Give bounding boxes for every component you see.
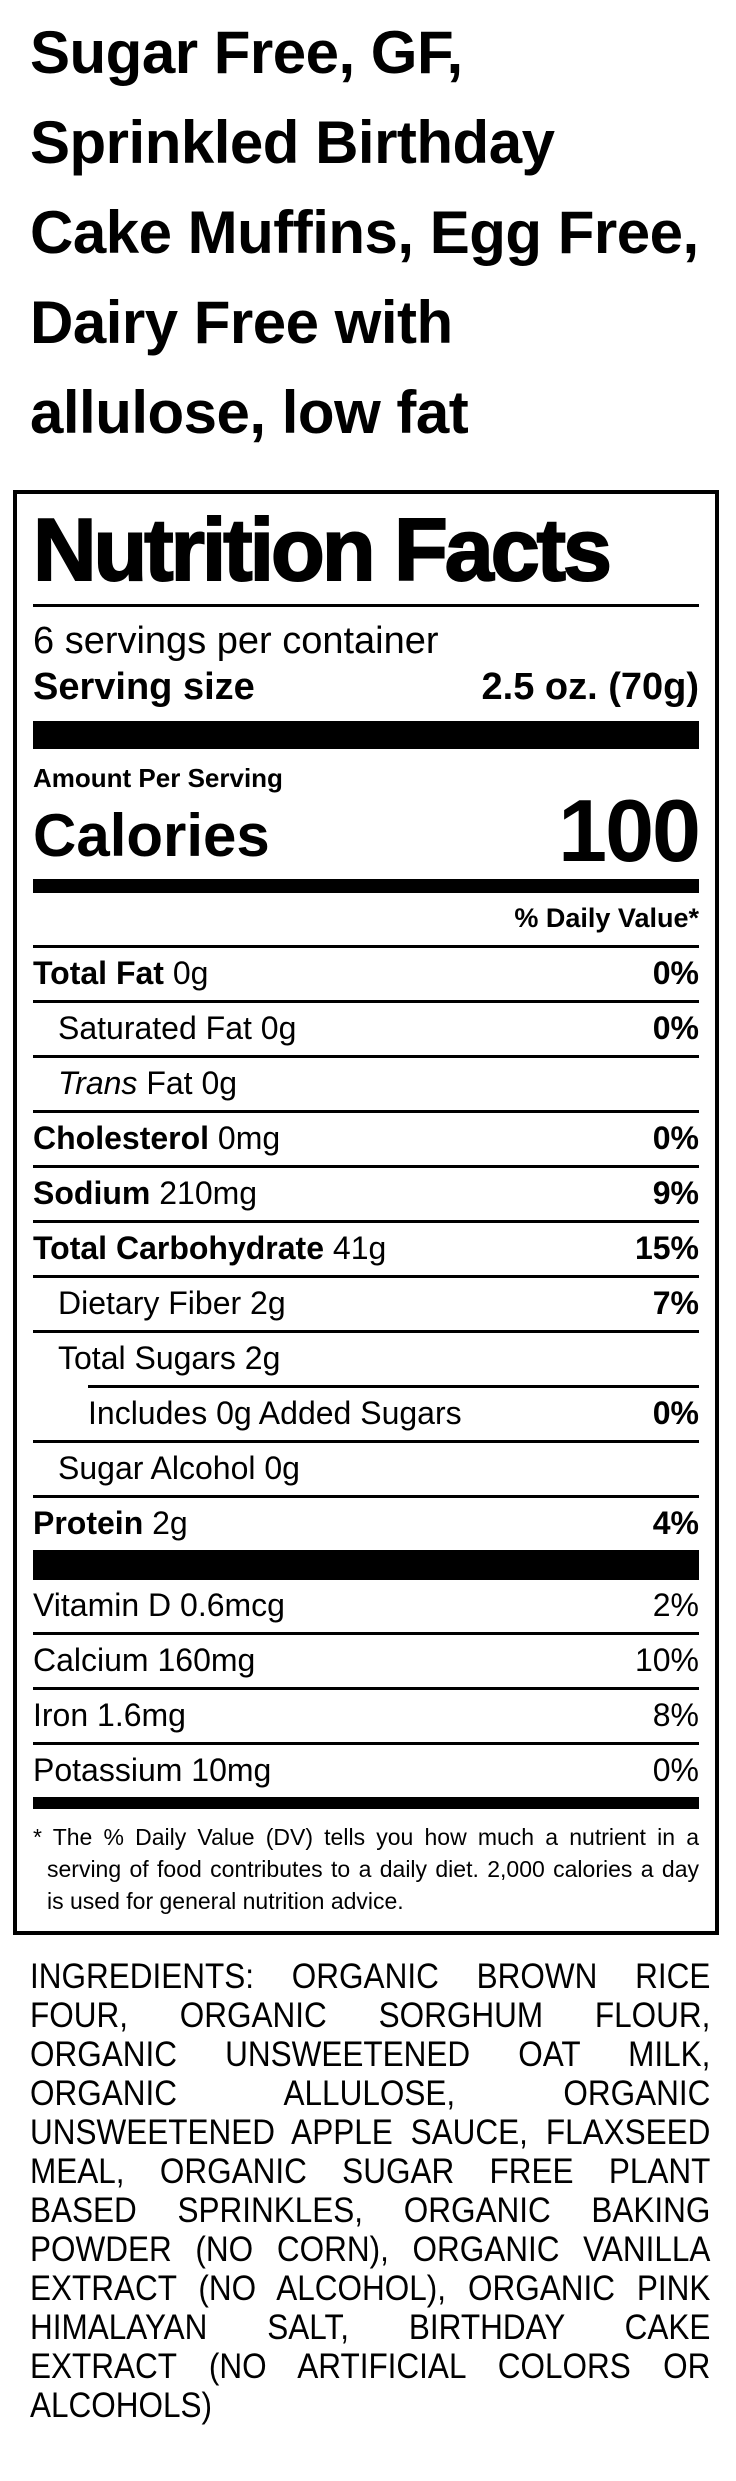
row-iron: Iron 1.6mg 8% xyxy=(33,1690,699,1742)
divider xyxy=(33,1495,699,1498)
nutrition-facts-title: Nutrition Facts xyxy=(32,500,613,599)
calories-row: Calories 100 xyxy=(33,781,701,880)
divider xyxy=(33,1742,699,1745)
vitamin-d-label: Vitamin D 0.6mcg xyxy=(33,1587,285,1623)
divider xyxy=(33,1220,699,1223)
medium-separator-bar xyxy=(33,1797,699,1809)
divider xyxy=(33,1110,699,1113)
divider xyxy=(33,1275,699,1278)
row-cholesterol: Cholesterol 0mg 0% xyxy=(33,1113,699,1165)
iron-daily-value: 8% xyxy=(652,1697,699,1733)
total-carbohydrate-name: Total Carbohydrate xyxy=(33,1230,324,1266)
row-sodium: Sodium 210mg 9% xyxy=(33,1168,699,1220)
divider xyxy=(33,1165,699,1168)
saturated-fat-label: Saturated Fat 0g xyxy=(58,1010,297,1046)
row-calcium: Calcium 160mg 10% xyxy=(33,1635,699,1687)
servings-per-container: 6 servings per container xyxy=(33,620,439,662)
cholesterol-daily-value: 0% xyxy=(652,1120,699,1156)
divider xyxy=(33,1440,699,1443)
row-protein: Protein 2g 4% xyxy=(33,1498,699,1550)
serving-size-label: Serving size xyxy=(33,666,255,708)
trans-fat-label: Trans Fat 0g xyxy=(58,1065,238,1101)
medium-separator-bar xyxy=(33,879,699,893)
row-trans-fat: Trans Fat 0g xyxy=(33,1058,699,1110)
divider xyxy=(33,1687,699,1690)
vitamin-rows: Vitamin D 0.6mcg 2% Calcium 160mg 10% Iron 1… xyxy=(33,1580,699,1797)
total-carbohydrate-label: Total Carbohydrate 41g xyxy=(33,1230,387,1266)
calcium-label: Calcium 160mg xyxy=(33,1642,256,1678)
potassium-label: Potassium 10mg xyxy=(33,1752,272,1788)
nutrition-facts-panel: Nutrition Facts 6 servings per container… xyxy=(13,490,719,1935)
row-total-fat: Total Fat 0g 0% xyxy=(33,948,699,1000)
cholesterol-label: Cholesterol 0mg xyxy=(33,1120,281,1156)
thick-separator-bar xyxy=(33,721,699,749)
potassium-daily-value: 0% xyxy=(652,1752,699,1788)
row-dietary-fiber: Dietary Fiber 2g 7% xyxy=(33,1278,699,1330)
total-fat-daily-value: 0% xyxy=(652,955,699,991)
dietary-fiber-label: Dietary Fiber 2g xyxy=(58,1285,286,1321)
row-total-sugars: Total Sugars 2g xyxy=(33,1333,699,1385)
calcium-daily-value: 10% xyxy=(634,1642,699,1678)
divider xyxy=(88,1385,699,1388)
row-potassium: Potassium 10mg 0% xyxy=(33,1745,699,1797)
row-total-carbohydrate: Total Carbohydrate 41g 15% xyxy=(33,1223,699,1275)
divider xyxy=(33,945,699,948)
calories-label: Calories xyxy=(33,802,270,869)
sodium-name: Sodium xyxy=(33,1175,151,1211)
row-vitamin-d: Vitamin D 0.6mcg 2% xyxy=(33,1580,699,1632)
daily-value-header: % Daily Value* xyxy=(514,903,699,933)
thick-separator-bar xyxy=(33,1550,699,1580)
row-saturated-fat: Saturated Fat 0g 0% xyxy=(33,1003,699,1055)
divider xyxy=(33,1055,699,1058)
added-sugars-daily-value: 0% xyxy=(652,1395,699,1431)
nutrient-rows: Total Fat 0g 0% Saturated Fat 0g 0% Trans Fa… xyxy=(33,945,699,1550)
saturated-fat-daily-value: 0% xyxy=(652,1010,699,1046)
divider xyxy=(33,1632,699,1635)
protein-daily-value: 4% xyxy=(652,1505,699,1541)
divider xyxy=(33,1330,699,1333)
iron-label: Iron 1.6mg xyxy=(33,1697,186,1733)
cholesterol-name: Cholesterol xyxy=(33,1120,210,1156)
serving-size-row: Serving size 2.5 oz. (70g) xyxy=(33,663,699,721)
serving-size-value: 2.5 oz. (70g) xyxy=(481,666,700,708)
sodium-label: Sodium 210mg xyxy=(33,1175,258,1211)
sugar-alcohol-label: Sugar Alcohol 0g xyxy=(58,1450,300,1486)
page: { "page": { "title": "Sugar Free, GF,\nS… xyxy=(0,8,736,2481)
total-carbohydrate-daily-value: 15% xyxy=(634,1230,699,1266)
trans-fat-name: Trans xyxy=(58,1065,138,1101)
added-sugars-label: Includes 0g Added Sugars xyxy=(88,1395,462,1431)
amount-per-serving-label: Amount Per Serving xyxy=(33,763,283,793)
divider xyxy=(33,1000,699,1003)
row-added-sugars: Includes 0g Added Sugars 0% xyxy=(33,1388,699,1440)
calories-value: 100 xyxy=(558,781,701,880)
dietary-fiber-daily-value: 7% xyxy=(652,1285,699,1321)
sodium-daily-value: 9% xyxy=(652,1175,699,1211)
ingredients-text: INGREDIENTS: ORGANIC BROWN RICE FOUR, OR… xyxy=(30,1957,711,2425)
protein-name: Protein xyxy=(33,1505,144,1541)
total-fat-name: Total Fat xyxy=(33,955,164,991)
divider xyxy=(33,604,699,607)
vitamin-d-daily-value: 2% xyxy=(652,1587,699,1623)
daily-value-footnote: * The % Daily Value (DV) tells you how m… xyxy=(33,1824,699,1914)
total-sugars-label: Total Sugars 2g xyxy=(58,1340,281,1376)
protein-label: Protein 2g xyxy=(33,1505,188,1541)
total-fat-label: Total Fat 0g xyxy=(33,955,209,991)
row-sugar-alcohol: Sugar Alcohol 0g xyxy=(33,1443,699,1495)
product-title: Sugar Free, GF, Sprinkled Birthday Cake … xyxy=(30,19,699,446)
